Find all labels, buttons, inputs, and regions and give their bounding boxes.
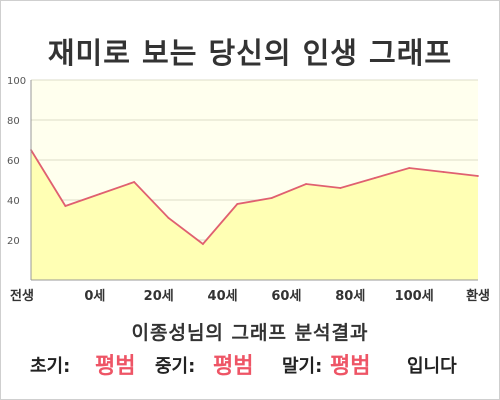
data-point (167, 217, 170, 219)
x-tick-label: 100세 (395, 289, 434, 304)
series-area (31, 150, 478, 280)
data-point (236, 203, 239, 205)
x-tick-label: 전생 (10, 288, 34, 304)
mid-label: 중기: (155, 356, 196, 377)
x-tick-label: 40세 (208, 289, 238, 304)
data-point (64, 205, 67, 207)
x-tick-label: 환생 (466, 288, 490, 304)
data-point (305, 183, 307, 185)
data-point (442, 171, 445, 173)
x-tick-label: 0세 (84, 289, 105, 304)
data-point (270, 197, 273, 199)
y-tick-label: 100 (7, 76, 26, 87)
late-value: 평범 (330, 354, 371, 379)
data-point (373, 177, 376, 179)
y-tick-label: 40 (7, 196, 20, 207)
x-tick-label: 60세 (271, 289, 301, 304)
late-label: 말기: (282, 356, 323, 377)
x-tick-label: 80세 (335, 289, 365, 304)
early-value: 평범 (95, 354, 136, 379)
data-point (408, 167, 411, 169)
data-point (339, 187, 342, 189)
verdict-row: 초기: 평범 중기: 평범 말기: 평범 입니다 (0, 348, 500, 379)
series-line (30, 149, 479, 246)
page-title: 재미로 보는 당신의 인생 그래프 (47, 36, 453, 70)
data-point (98, 193, 101, 195)
y-tick-label: 60 (7, 156, 20, 167)
y-tick-label: 20 (7, 236, 20, 247)
suffix-text: 입니다 (407, 356, 457, 377)
data-point (477, 175, 479, 177)
x-tick-label: 20세 (144, 289, 174, 304)
mid-value: 평범 (213, 354, 254, 379)
result-heading: 이종성님의 그래프 분석결과 (131, 322, 369, 344)
early-label: 초기: (30, 356, 71, 377)
y-tick-label: 80 (7, 116, 20, 127)
data-point (133, 181, 136, 183)
data-point (202, 243, 204, 245)
